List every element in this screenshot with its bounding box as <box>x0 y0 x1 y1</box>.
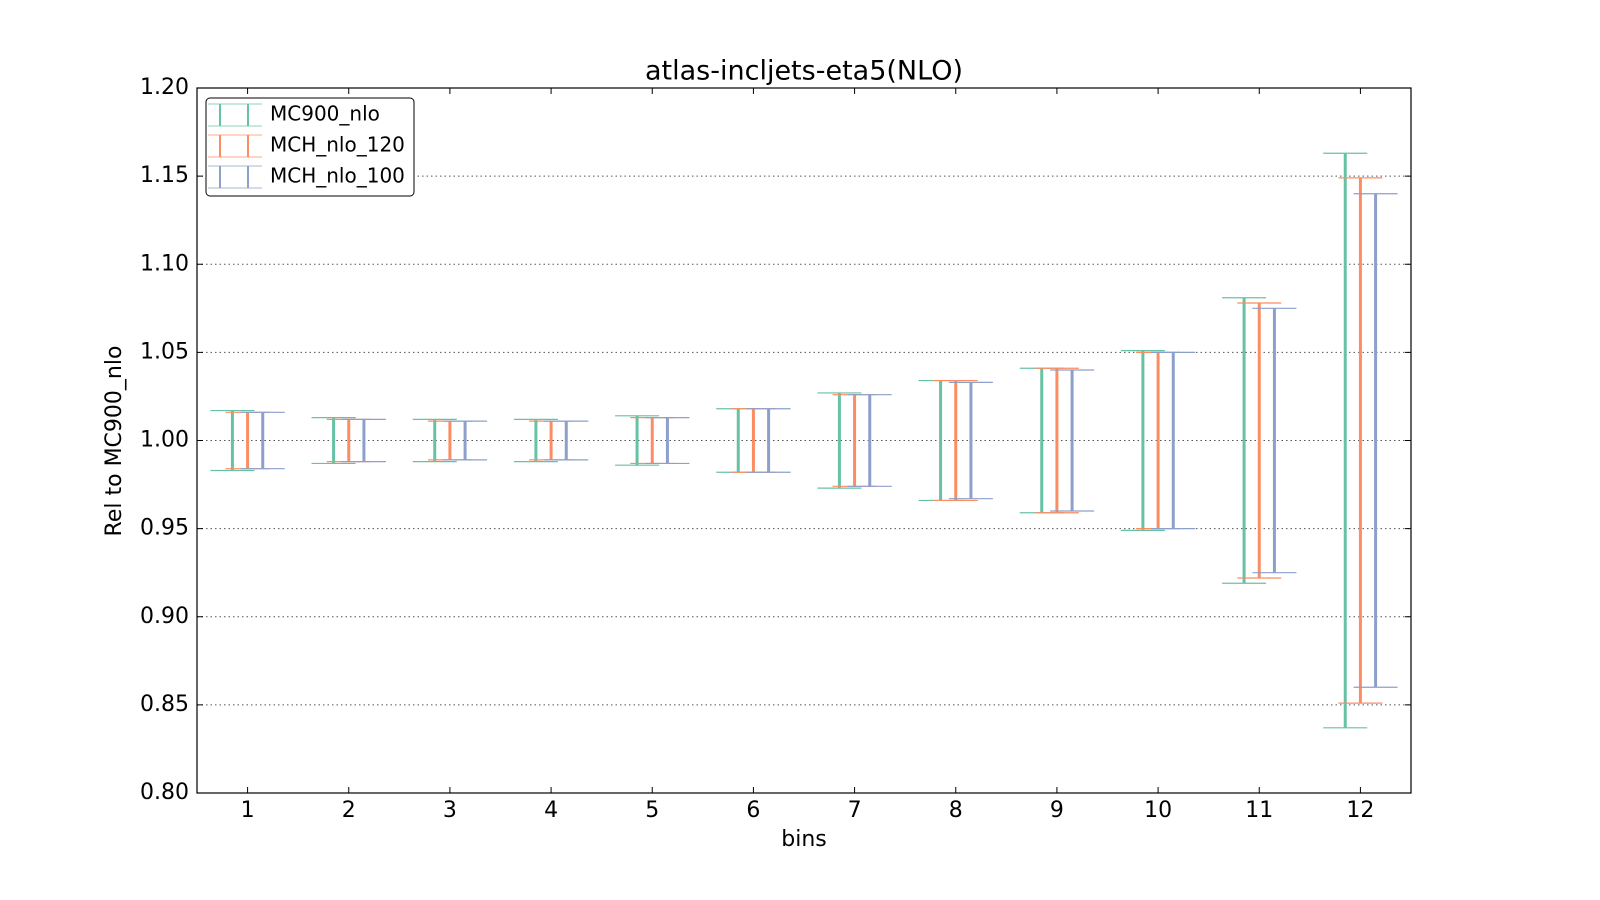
error-bar <box>746 408 791 473</box>
x-tick-label: 4 <box>544 798 558 823</box>
error-bar <box>412 418 457 463</box>
error-bar <box>311 416 356 465</box>
error-bar <box>645 416 690 465</box>
error-bar <box>933 379 978 502</box>
error-bar <box>210 409 255 472</box>
x-tick-label: 2 <box>342 798 356 823</box>
x-tick-label: 6 <box>746 798 760 823</box>
chart-title: atlas-incljets-eta5(NLO) <box>645 56 963 87</box>
legend-label: MCH_nlo_100 <box>270 164 405 188</box>
x-tick-label: 12 <box>1346 798 1374 823</box>
x-tick-label: 1 <box>241 798 255 823</box>
error-bar <box>1120 350 1165 531</box>
y-tick-label: 1.00 <box>140 428 189 453</box>
y-tick-label: 1.20 <box>140 75 189 100</box>
x-tick-label: 10 <box>1144 798 1172 823</box>
y-tick-label: 0.90 <box>140 604 189 629</box>
y-tick-label: 1.10 <box>140 251 189 276</box>
error-bar <box>1323 152 1368 729</box>
x-tick-label: 5 <box>645 798 659 823</box>
legend-label: MCH_nlo_120 <box>270 133 405 157</box>
legend-box <box>205 97 415 197</box>
y-tick-label: 1.05 <box>140 339 189 364</box>
plot-area <box>197 87 1411 794</box>
error-bar <box>817 392 862 489</box>
error-bar <box>948 381 993 500</box>
x-tick-label: 9 <box>1050 798 1064 823</box>
x-tick-label: 11 <box>1245 798 1273 823</box>
x-axis-label: bins <box>781 827 826 852</box>
error-bar <box>1237 302 1282 579</box>
error-bar <box>544 420 589 461</box>
error-bar <box>240 411 285 470</box>
error-bar <box>341 418 386 463</box>
error-bar <box>443 420 488 461</box>
error-bar <box>1222 297 1267 584</box>
y-tick-label: 1.15 <box>140 163 189 188</box>
error-bar <box>1050 369 1095 512</box>
y-tick-label: 0.95 <box>140 516 189 541</box>
legend-label: MC900_nlo <box>270 102 380 126</box>
y-axis-label: Rel to MC900_nlo <box>102 346 127 537</box>
error-bar <box>1151 351 1196 530</box>
error-bar <box>513 418 558 463</box>
y-tick-label: 0.85 <box>140 692 189 717</box>
x-tick-label: 3 <box>443 798 457 823</box>
error-bar <box>847 394 892 487</box>
error-bar <box>1338 177 1383 704</box>
error-bar <box>615 415 660 466</box>
y-tick-label: 0.80 <box>140 780 189 805</box>
error-bar <box>1353 193 1398 688</box>
error-bar <box>1034 367 1079 514</box>
error-bar <box>1252 307 1297 574</box>
legend: MC900_nlo MCH_nlo_120 MCH_nlo_100 <box>205 97 415 197</box>
x-tick-label: 7 <box>848 798 862 823</box>
x-tick-label: 8 <box>949 798 963 823</box>
